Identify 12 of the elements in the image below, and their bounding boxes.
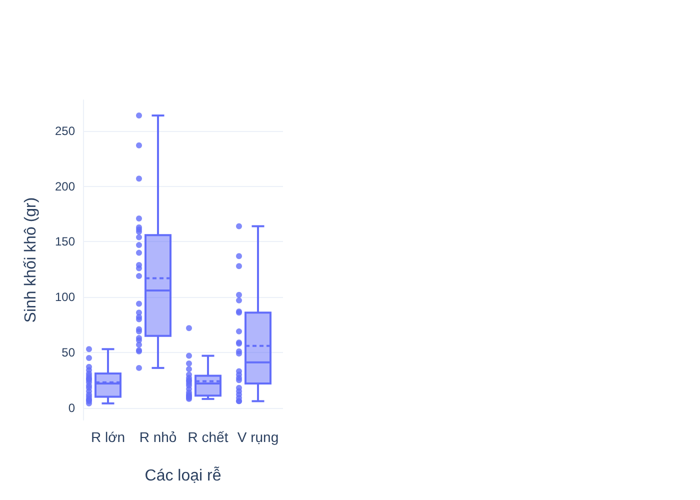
y-tick-label: 50	[62, 345, 76, 360]
y-tick-label: 150	[54, 234, 76, 249]
x-axis-title: Các loại rễ	[144, 466, 222, 484]
y-tick-label: 200	[54, 179, 76, 194]
y-tick-label: 0	[68, 400, 76, 415]
y-axis-title: Sinh khối khô (gr)	[22, 197, 40, 323]
x-tick-label: R nhỏ	[139, 429, 177, 445]
x-tick-label: R lớn	[90, 429, 126, 445]
x-tick-label: V rụng	[237, 429, 279, 445]
x-tick-label: R chết	[188, 429, 228, 445]
y-tick-label: 100	[54, 290, 76, 304]
y-tick-label: 250	[54, 124, 76, 138]
